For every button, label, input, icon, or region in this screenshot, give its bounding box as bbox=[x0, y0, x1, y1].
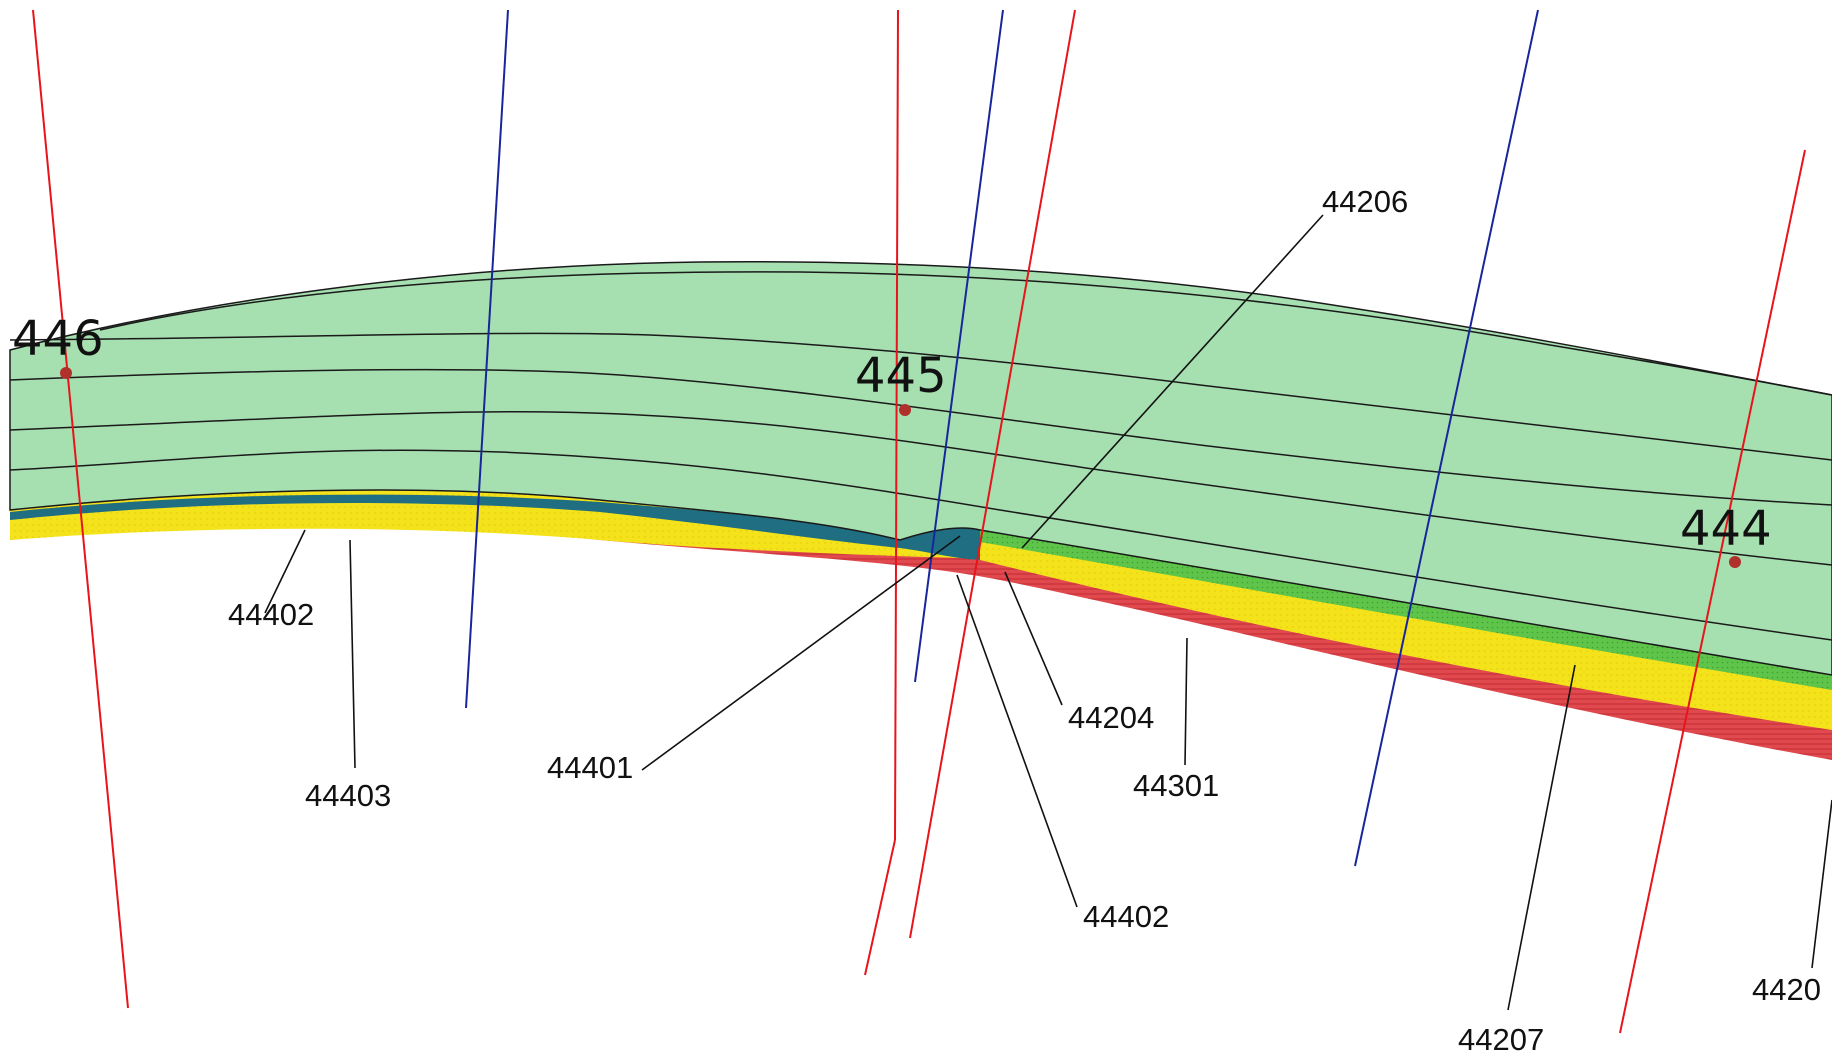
well-444-label: 444 bbox=[1680, 501, 1772, 557]
blue-section-lines bbox=[465, 9, 1539, 867]
leader-lines bbox=[264, 214, 1576, 1011]
well-446-dot bbox=[60, 367, 72, 379]
green-layer bbox=[9, 261, 1832, 676]
thin-green-band bbox=[980, 530, 1832, 690]
red-section-lines bbox=[32, 9, 1806, 1034]
well-444-dot bbox=[1729, 556, 1741, 568]
label-44403: 44403 bbox=[305, 778, 391, 813]
bedding-line-4 bbox=[9, 410, 1832, 566]
well-445-dot bbox=[899, 404, 911, 416]
label-44207: 44207 bbox=[1458, 1022, 1544, 1056]
label-44401: 44401 bbox=[547, 750, 633, 785]
label-44204: 44204 bbox=[1068, 700, 1154, 735]
label-44402-center: 44402 bbox=[1083, 899, 1169, 934]
label-44301: 44301 bbox=[1133, 768, 1219, 803]
bedding-line-5 bbox=[9, 449, 1832, 641]
edge-leader bbox=[1811, 799, 1832, 969]
label-44402-left: 44402 bbox=[228, 597, 314, 632]
well-445-label: 445 bbox=[855, 348, 947, 404]
bedding-line-2 bbox=[9, 332, 1832, 461]
label-44206: 44206 bbox=[1322, 184, 1408, 219]
bedding-line-1 bbox=[99, 271, 1832, 396]
bedding-line-3 bbox=[9, 368, 1832, 506]
label-4420-edge: 4420 bbox=[1752, 972, 1821, 1007]
dark-teal-seam bbox=[10, 494, 980, 560]
well-446-label: 446 bbox=[12, 311, 104, 367]
